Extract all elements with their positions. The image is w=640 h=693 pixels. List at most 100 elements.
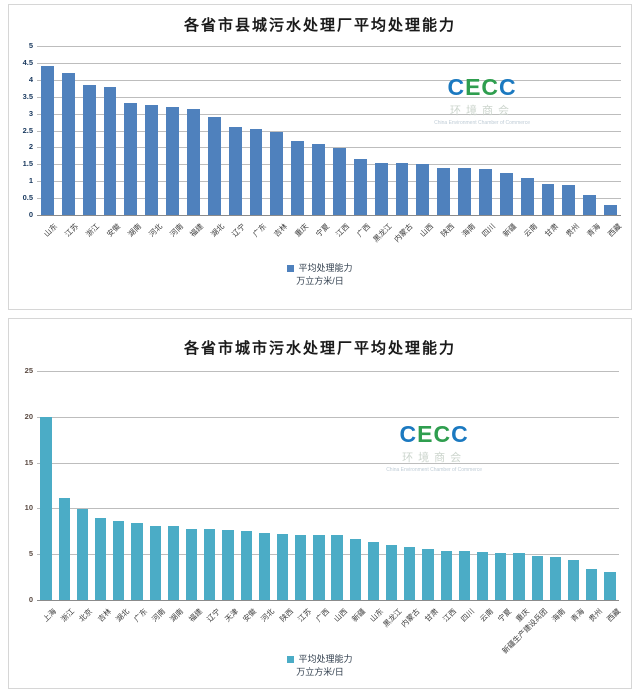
- x-tick-label: 西藏: [605, 606, 622, 624]
- x-tick-label: 重庆: [292, 221, 310, 239]
- x-tick-label: 湖南: [168, 606, 186, 624]
- x-tick-label: 四川: [480, 221, 498, 239]
- x-tick-label: 天津: [223, 606, 241, 624]
- y-tick-label: 3: [28, 108, 33, 118]
- bar: [113, 521, 125, 600]
- x-tick-label: 福建: [188, 221, 206, 239]
- bar: [258, 533, 270, 600]
- bar: [207, 116, 221, 215]
- bar: [124, 103, 138, 215]
- bar: [240, 531, 252, 600]
- bar: [531, 556, 543, 600]
- cecc-logo-letter: C: [481, 74, 500, 100]
- x-tick-label: 宁夏: [495, 606, 513, 624]
- bar: [131, 523, 143, 600]
- bar: [40, 416, 52, 600]
- gridline: [37, 96, 621, 98]
- bar: [270, 132, 284, 215]
- cecc-logo-chinese: 环境商会: [402, 452, 467, 464]
- x-tick-label: 海南: [459, 221, 477, 239]
- y-tick-label: 25: [24, 366, 33, 375]
- y-tick-label: 1: [28, 176, 33, 186]
- x-tick-label: 贵州: [586, 606, 604, 624]
- bar: [186, 108, 200, 215]
- cecc-logo-letter: C: [499, 74, 517, 100]
- y-tick-label: 1.5: [22, 159, 33, 169]
- bar: [422, 549, 434, 600]
- x-tick-label: 福建: [186, 606, 204, 624]
- x-tick-label: 陕西: [438, 221, 456, 239]
- bar: [349, 539, 361, 600]
- bar: [583, 194, 597, 215]
- gridline: [37, 371, 619, 372]
- cecc-logo-letter: C: [399, 421, 418, 447]
- bar: [367, 542, 380, 600]
- x-tick-label: 西藏: [605, 221, 623, 239]
- x-tick-label: 吉林: [95, 606, 113, 624]
- x-tick-label: 陕西: [277, 606, 295, 624]
- bar: [495, 553, 507, 600]
- cecc-logo-letter: E: [465, 74, 482, 100]
- y-tick-label: 4: [28, 74, 33, 84]
- bar: [61, 73, 75, 215]
- gridline: [37, 508, 619, 510]
- x-tick-label: 青海: [568, 606, 586, 624]
- bar: [437, 167, 451, 215]
- city-x-axis-labels: 上海 浙江 北京 吉林 湖北 广东 河南 湖南 福建 辽宁 天津 安徽 河北 陕西 江苏 广西 山西 新疆 山东 黑龙…: [37, 602, 622, 656]
- bar: [458, 167, 472, 215]
- x-tick-label: 江西: [441, 606, 459, 624]
- county-chart-panel: 各省市县城污水处理厂平均处理能力 0 0.5 1 1.5 2 2.5 3 3.5 4 4.5 5 C…: [8, 4, 632, 310]
- bar: [295, 534, 307, 600]
- x-tick-label: 江西: [334, 221, 352, 239]
- bar: [513, 553, 525, 600]
- x-tick-label: 山西: [417, 221, 435, 239]
- x-tick-label: 河南: [167, 221, 185, 239]
- bar: [276, 534, 289, 600]
- city-chart-title: 各省市城市污水处理厂平均处理能力: [183, 340, 456, 357]
- bar: [313, 534, 325, 600]
- legend-series-label: 平均处理能力: [298, 654, 353, 664]
- y-tick-label: 5: [28, 41, 33, 50]
- bar: [332, 148, 346, 215]
- gridline: [37, 416, 619, 418]
- bar: [204, 529, 216, 600]
- x-tick-label: 河北: [259, 606, 277, 624]
- x-tick-label: 四川: [459, 606, 477, 624]
- x-tick-label: 广东: [251, 221, 269, 239]
- y-tick-label: 5: [28, 549, 33, 559]
- x-tick-label: 云南: [477, 606, 495, 624]
- bar: [167, 525, 180, 600]
- x-tick-label: 广东: [132, 606, 150, 624]
- bar: [222, 530, 234, 600]
- x-tick-label: 贵州: [563, 221, 581, 239]
- county-legend: 平均处理能力 万立方米/日: [9, 262, 631, 288]
- cecc-logo-english: China Environment Chamber of Commerce: [386, 467, 483, 473]
- y-tick-label: 2: [28, 142, 33, 152]
- y-tick-label: 15: [24, 457, 33, 467]
- bar: [291, 140, 305, 215]
- x-tick-label: 黑龙江: [370, 221, 394, 244]
- y-tick-label: 3.5: [22, 91, 33, 101]
- bar: [95, 518, 107, 600]
- bar: [541, 183, 555, 215]
- x-tick-label: 内蒙古: [399, 606, 422, 629]
- city-plot-area: CECC 环境商会 China Environment Chamber of C…: [37, 371, 619, 601]
- x-tick-label: 海南: [550, 606, 568, 624]
- y-tick-label: 20: [24, 411, 33, 421]
- cecc-watermark: CECC 环境商会 China Environment Chamber of C…: [434, 74, 530, 127]
- county-chart-title: 各省市县城污水处理厂平均处理能力: [183, 17, 456, 34]
- x-tick-label: 江苏: [63, 221, 81, 239]
- legend-series-label: 平均处理能力: [298, 263, 353, 273]
- gridline: [37, 164, 621, 166]
- cecc-logo-letter: C: [451, 421, 469, 447]
- x-tick-label: 青海: [584, 221, 602, 239]
- x-tick-label: 湖北: [209, 221, 227, 239]
- x-tick-label: 湖南: [125, 221, 143, 239]
- y-tick-label: 10: [24, 503, 33, 513]
- bar: [82, 84, 96, 215]
- bar: [478, 169, 492, 215]
- bar: [549, 556, 561, 600]
- bar: [416, 164, 430, 215]
- x-tick-label: 安徽: [241, 606, 259, 624]
